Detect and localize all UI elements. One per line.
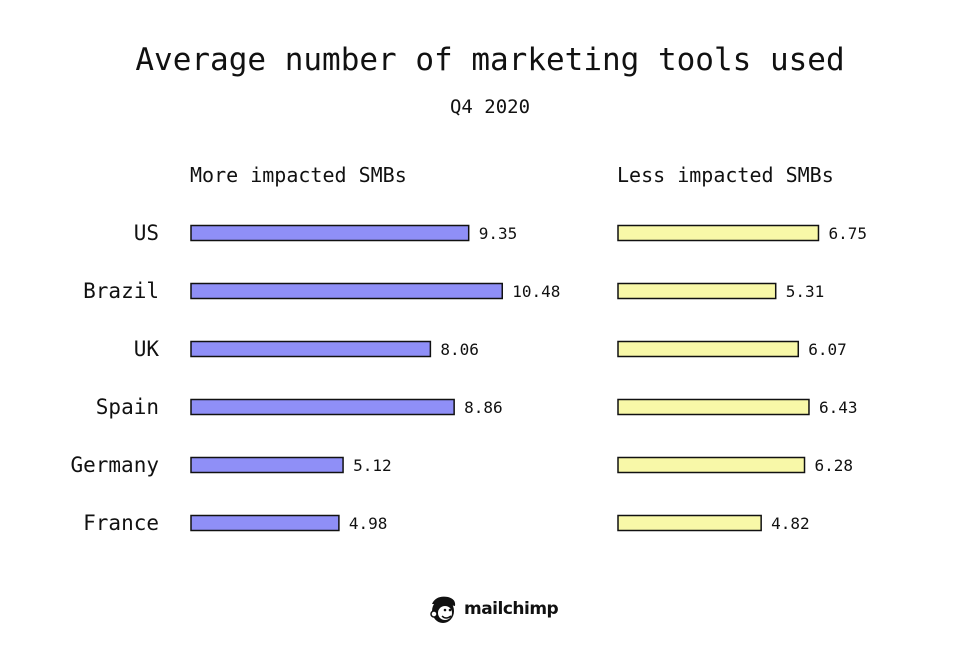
- bar: [617, 456, 806, 474]
- data-label: 4.98: [349, 514, 388, 533]
- category-label: France: [83, 511, 159, 535]
- bar: [617, 282, 777, 300]
- bar: [617, 340, 800, 358]
- series-heading-more: More impacted SMBs: [190, 163, 407, 187]
- category-label: Brazil: [83, 279, 159, 303]
- data-label: 8.06: [440, 340, 479, 359]
- bar: [190, 282, 504, 300]
- category-label: US: [134, 221, 159, 245]
- freddie-icon: [430, 596, 456, 623]
- data-label: 5.31: [786, 282, 825, 301]
- chart-subtitle: Q4 2020: [450, 96, 530, 118]
- bar: [617, 398, 810, 416]
- mailchimp-logo: mailchimp: [426, 592, 559, 626]
- data-label: 6.28: [815, 456, 854, 475]
- category-label: Spain: [96, 395, 159, 419]
- chart-title: Average number of marketing tools used: [135, 42, 844, 78]
- bar: [190, 340, 432, 358]
- bar: [190, 456, 344, 474]
- bar: [190, 224, 470, 242]
- series-heading-less: Less impacted SMBs: [617, 163, 834, 187]
- data-label: 6.07: [808, 340, 847, 359]
- data-label: 6.75: [828, 224, 867, 243]
- category-label: UK: [134, 337, 160, 361]
- data-label: 8.86: [464, 398, 503, 417]
- data-label: 10.48: [512, 282, 560, 301]
- data-label: 6.43: [819, 398, 858, 417]
- data-label: 5.12: [353, 456, 392, 475]
- bar: [617, 514, 762, 532]
- category-label: Germany: [70, 453, 159, 477]
- bar: [190, 398, 455, 416]
- bar: [617, 224, 820, 242]
- data-label: 9.35: [479, 224, 518, 243]
- data-label: 4.82: [771, 514, 810, 533]
- bar: [190, 514, 340, 532]
- brand-name: mailchimp: [464, 599, 559, 619]
